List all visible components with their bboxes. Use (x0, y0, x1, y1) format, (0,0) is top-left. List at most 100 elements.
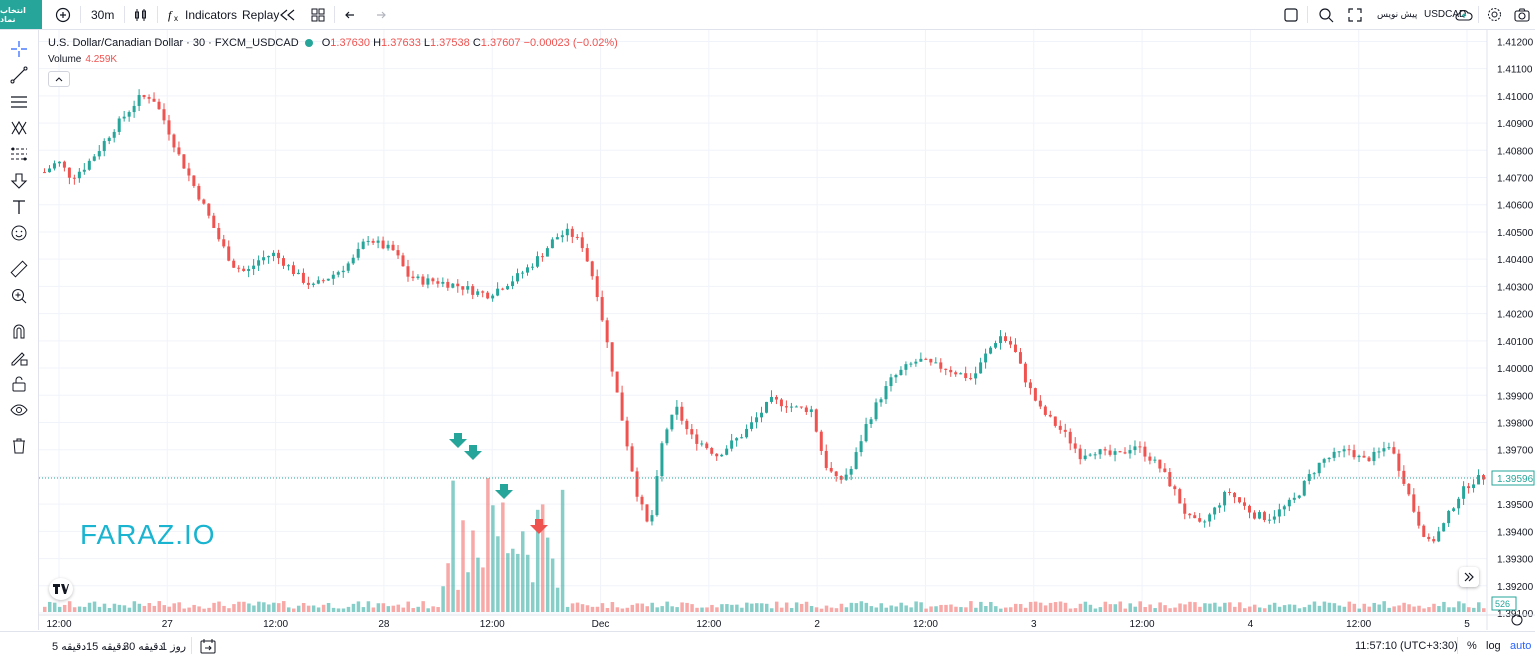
scroll-to-realtime-button[interactable] (1459, 567, 1479, 587)
volume-bar (600, 603, 605, 612)
volume-bar (979, 601, 983, 612)
range-15m[interactable]: 15 دقیقه (86, 640, 127, 653)
candle-body (879, 399, 883, 403)
volume-bar (267, 604, 271, 612)
x-tick-label: 28 (378, 619, 390, 630)
volume-bar (929, 606, 933, 612)
clock-timezone[interactable]: 11:57:10 (UTC+3:30) (1355, 640, 1458, 652)
undo-icon[interactable] (345, 0, 359, 29)
watermark: FARAZ.IO (80, 519, 216, 550)
volume-bar (446, 563, 450, 612)
trash-icon[interactable] (9, 436, 29, 456)
candle-body (491, 295, 495, 299)
layout-grid-icon[interactable] (311, 0, 325, 29)
volume-bar (575, 602, 580, 612)
volume-bar (192, 604, 196, 612)
emoji-icon[interactable] (9, 223, 29, 243)
volume-bar (755, 603, 759, 612)
symbol-search-button[interactable]: انتخاب نماد (0, 0, 42, 29)
draw-lock-icon[interactable] (9, 348, 29, 368)
expand-icon[interactable] (1348, 0, 1362, 29)
volume-bar (1477, 602, 1481, 612)
horizontal-lines-icon[interactable] (9, 92, 29, 112)
candle-body (152, 98, 156, 102)
candle-body (1372, 451, 1376, 462)
ruler-icon[interactable] (9, 259, 29, 279)
settings-gear-icon[interactable] (1487, 0, 1502, 29)
volume-bar (1327, 602, 1332, 612)
add-symbol-icon[interactable] (55, 0, 71, 29)
camera-icon[interactable] (1514, 0, 1530, 29)
scale-settings-icon[interactable] (1511, 614, 1523, 626)
magnet-icon[interactable] (9, 321, 29, 341)
x-tick-label: 2 (814, 619, 820, 630)
volume-bar (1203, 603, 1207, 612)
volume-bar (560, 489, 565, 612)
volume-bar (167, 606, 171, 612)
candle-body (406, 266, 410, 277)
candle-body (296, 272, 300, 275)
candle-body (640, 496, 644, 505)
volume-bar (555, 587, 560, 612)
auto-toggle[interactable]: auto (1510, 640, 1532, 652)
replay-icon[interactable] (279, 0, 297, 29)
candle-body (252, 265, 256, 270)
candle-body (466, 286, 470, 290)
cloud-save-icon[interactable] (1455, 0, 1473, 29)
candles-icon[interactable] (133, 0, 149, 29)
candle-body (1307, 474, 1311, 481)
trend-line-icon[interactable] (9, 65, 29, 85)
text-tool-icon[interactable] (9, 197, 29, 217)
volume-bar (436, 607, 440, 612)
symbol-label[interactable]: USDCAD (1424, 9, 1467, 20)
goto-date-icon[interactable] (200, 632, 216, 660)
crosshair-icon[interactable] (9, 39, 29, 59)
candle-body (1243, 502, 1247, 506)
percent-toggle[interactable]: % (1467, 640, 1477, 652)
volume-bar (237, 601, 241, 612)
volume-bar (1163, 605, 1167, 612)
eye-icon[interactable] (9, 400, 29, 420)
candle-body (610, 342, 614, 372)
zoom-search-icon[interactable] (1318, 0, 1334, 29)
symbol-title[interactable]: U.S. Dollar/Canadian Dollar · 30 · FXCM_… (48, 37, 299, 49)
tradingview-logo-icon[interactable] (49, 578, 73, 600)
chart-canvas[interactable]: 1.41200 1.41100 1.41000 1.40900 1.40800 1.407… (39, 30, 1535, 630)
volume-bar (794, 602, 799, 612)
range-30m[interactable]: 30 دقیقه (123, 640, 164, 653)
volume-bar (660, 606, 664, 612)
replay-button[interactable]: Replay (242, 7, 280, 22)
publish-label[interactable]: پیش نویس (1377, 9, 1418, 19)
volume-bar (426, 608, 430, 612)
candle-body (277, 252, 281, 259)
interval-button[interactable]: 30m (91, 7, 115, 22)
candle-body (994, 343, 998, 348)
candle-body (501, 288, 505, 290)
chart-pane[interactable]: 1.41200 1.41100 1.41000 1.40900 1.40800 1.407… (39, 30, 1535, 630)
chevron-up-icon (55, 77, 63, 82)
log-toggle[interactable]: log (1486, 640, 1501, 652)
arrow-down-tool-icon[interactable] (9, 171, 29, 191)
fib-icon[interactable] (9, 144, 29, 164)
collapse-legend-button[interactable] (48, 71, 70, 87)
volume-bar (550, 558, 555, 612)
fullscreen-square-icon[interactable] (1284, 0, 1298, 29)
lock-icon[interactable] (9, 374, 29, 394)
volume-bar (1442, 601, 1446, 612)
indicators-button[interactable]: Indicators (185, 7, 238, 22)
redo-icon[interactable] (372, 0, 386, 29)
candle-body (1322, 459, 1326, 463)
candle-body (242, 268, 246, 272)
candle-body (436, 281, 440, 284)
volume-bar (944, 604, 948, 612)
range-5m[interactable]: 5 دقیقه (52, 640, 87, 653)
candle-body (386, 244, 390, 249)
y-tick-label: 1.39900 (1497, 391, 1534, 402)
volume-bar (730, 604, 734, 612)
range-1d[interactable]: 1 روز (161, 640, 187, 653)
pattern-icon[interactable] (9, 118, 29, 138)
zoom-in-icon[interactable] (9, 286, 29, 306)
candle-body (1088, 454, 1092, 456)
volume-bar (391, 605, 396, 612)
